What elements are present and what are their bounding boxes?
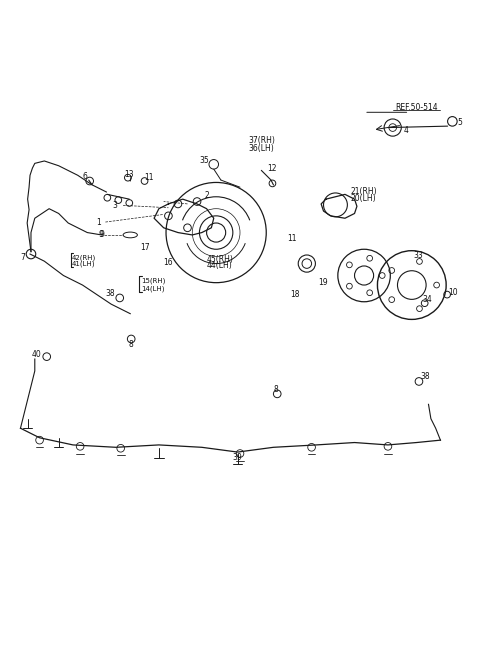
Text: 34: 34 [422, 295, 432, 304]
Text: 4: 4 [404, 127, 408, 135]
Text: 7: 7 [20, 253, 25, 262]
Text: 38: 38 [420, 372, 430, 381]
Text: 1: 1 [96, 218, 101, 226]
Text: 11: 11 [287, 234, 296, 243]
Text: 42(RH): 42(RH) [72, 254, 96, 260]
Text: 18: 18 [290, 290, 300, 299]
Text: 12: 12 [268, 163, 277, 173]
Text: 44(LH): 44(LH) [206, 262, 232, 270]
Text: 2: 2 [204, 191, 209, 200]
Text: 5: 5 [457, 118, 462, 127]
Text: 19: 19 [318, 278, 327, 287]
Text: 41(LH): 41(LH) [72, 261, 96, 267]
Text: 33: 33 [414, 251, 423, 260]
Text: 11: 11 [144, 173, 154, 182]
Text: 8: 8 [129, 340, 133, 349]
Text: 8: 8 [274, 384, 278, 394]
Text: 20(LH): 20(LH) [351, 194, 376, 203]
Text: 38: 38 [105, 289, 115, 298]
Text: 9: 9 [99, 230, 104, 239]
Text: 15(RH): 15(RH) [141, 278, 165, 285]
Text: 39: 39 [233, 453, 242, 462]
Text: 36(LH): 36(LH) [249, 144, 275, 153]
Text: 21(RH): 21(RH) [351, 188, 377, 197]
Text: 6: 6 [83, 173, 87, 181]
Text: 35: 35 [200, 156, 209, 165]
Text: REF.50-514: REF.50-514 [395, 102, 438, 112]
Text: 10: 10 [448, 288, 458, 297]
Text: 3: 3 [112, 201, 117, 210]
Text: 14(LH): 14(LH) [141, 285, 164, 292]
Text: 16: 16 [164, 258, 173, 267]
Text: 17: 17 [140, 243, 149, 253]
Text: 37(RH): 37(RH) [249, 136, 276, 146]
Text: 9: 9 [98, 230, 103, 239]
Text: 13: 13 [124, 171, 134, 179]
Text: 40: 40 [31, 350, 41, 359]
Text: 45(RH): 45(RH) [206, 255, 233, 264]
